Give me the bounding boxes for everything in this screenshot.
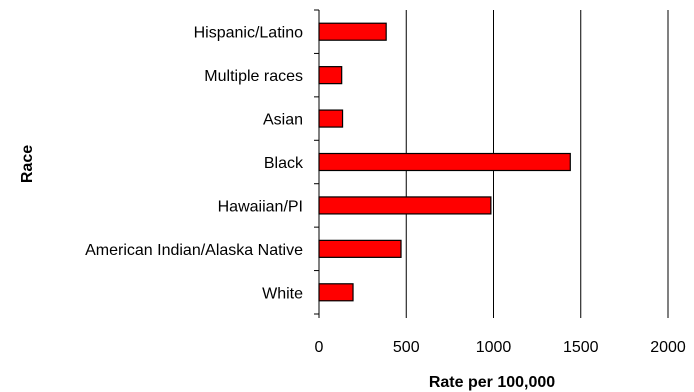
x-tick-label: 1000	[476, 339, 512, 356]
bar	[318, 66, 343, 85]
category-label: Asian	[263, 112, 303, 129]
x-tick-labels: 0 500 1000 1500 2000	[315, 339, 686, 356]
x-axis-title: Rate per 100,000	[429, 374, 555, 391]
bar	[318, 283, 354, 302]
bar	[318, 196, 492, 215]
category-label: American Indian/Alaska Native	[85, 242, 303, 259]
axes	[314, 9, 669, 318]
y-axis-title: Race	[19, 145, 36, 183]
x-tick-label: 1500	[563, 339, 599, 356]
category-label: Hispanic/Latino	[194, 25, 304, 42]
x-tick-label: 2000	[650, 339, 686, 356]
category-label: White	[262, 285, 303, 302]
category-label: Multiple races	[204, 68, 303, 85]
x-tick-label: 500	[393, 339, 420, 356]
x-tick-label: 0	[315, 339, 324, 356]
category-label: Hawaiian/PI	[218, 198, 303, 215]
bar	[318, 22, 387, 41]
category-label: Black	[264, 155, 304, 172]
bars	[318, 22, 571, 302]
bar	[318, 239, 402, 258]
category-labels: Hispanic/Latino Multiple races Asian Black H…	[85, 25, 304, 303]
bar	[318, 152, 571, 172]
bar	[318, 109, 344, 128]
